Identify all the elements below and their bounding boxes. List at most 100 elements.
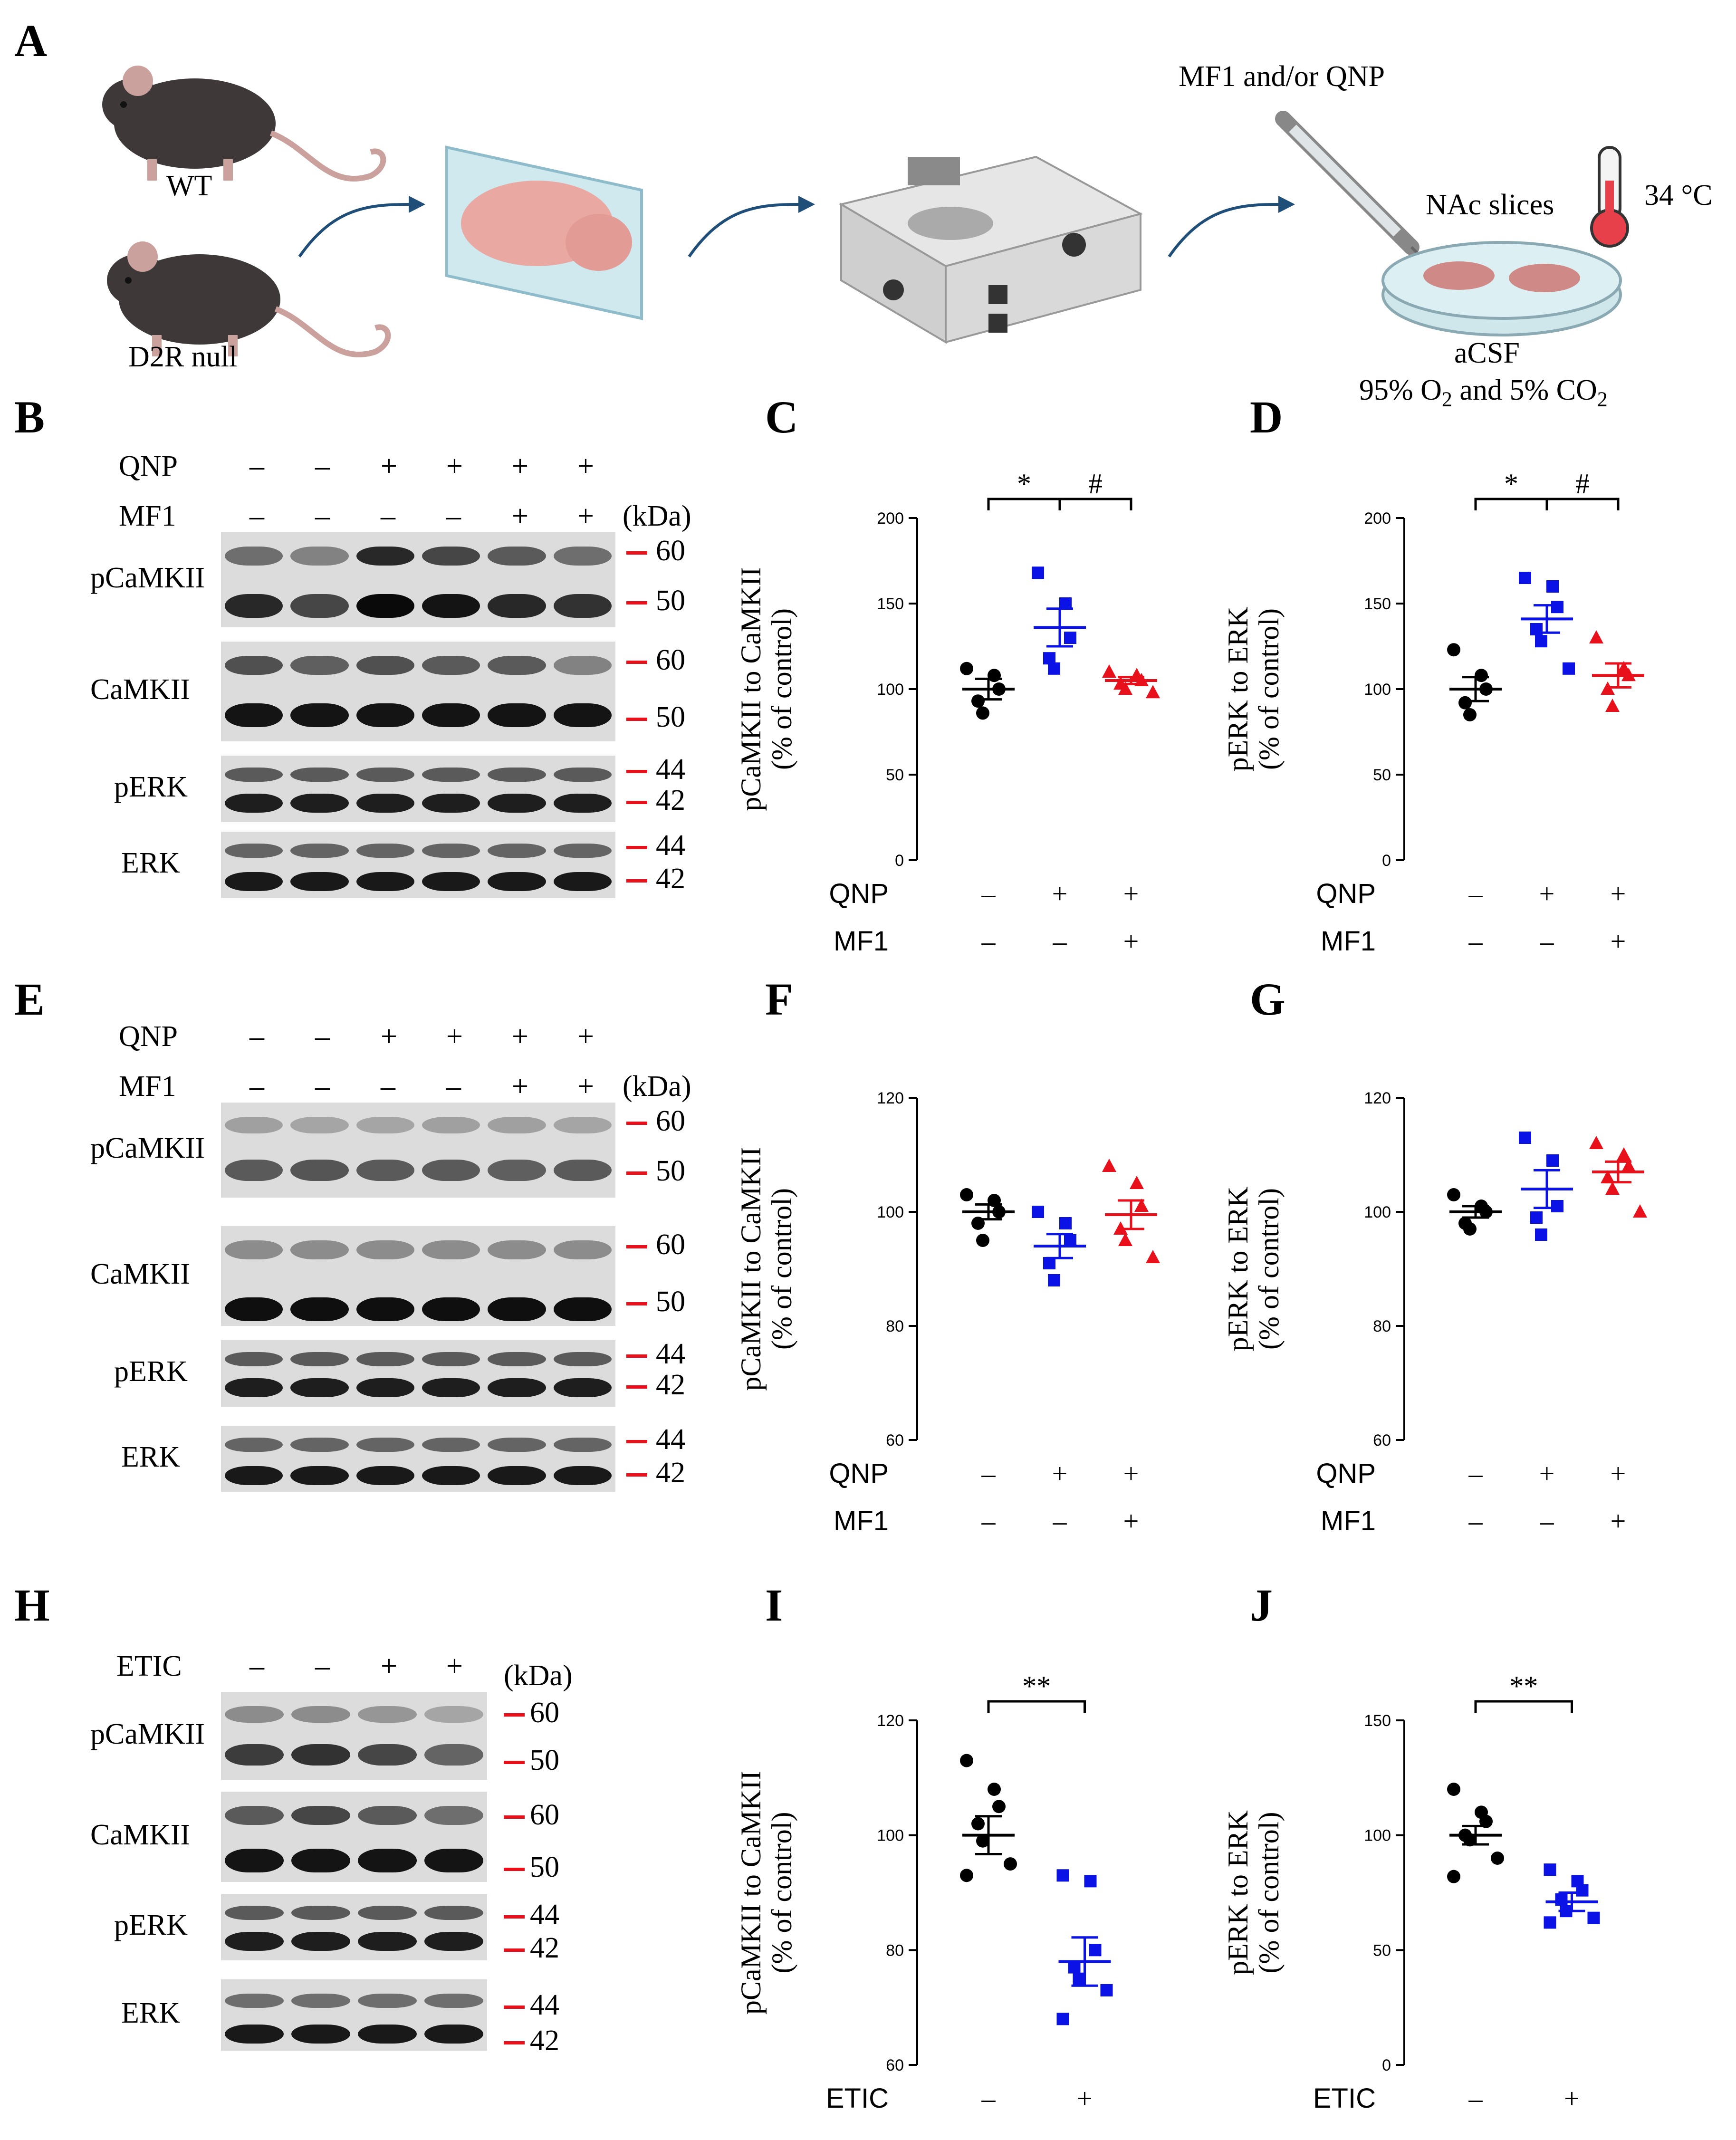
condition-sign: + <box>1077 2083 1093 2114</box>
qnp-row-label: QNP <box>119 450 178 482</box>
blot-band <box>225 547 283 566</box>
blot-band <box>358 1706 417 1723</box>
blot-band <box>356 794 414 813</box>
blot-band <box>290 768 349 782</box>
mw-label: 60 <box>656 1228 685 1261</box>
condition-sign: – <box>315 450 330 482</box>
data-point <box>1605 1181 1620 1195</box>
data-point <box>1621 668 1636 681</box>
blot-band <box>422 1378 480 1397</box>
data-point <box>971 694 985 708</box>
data-point <box>1544 1863 1556 1876</box>
mw-marker-tick <box>626 879 647 883</box>
data-point <box>1073 1972 1085 1985</box>
mw-marker-tick <box>504 1948 525 1952</box>
data-point <box>1576 1884 1589 1897</box>
condition-sign: – <box>1053 1506 1067 1536</box>
blot-band <box>225 594 283 618</box>
panel-label-c: C <box>765 392 798 442</box>
blot-band <box>225 1906 284 1920</box>
y-axis-label: pCaMKII to CaMKII <box>735 1147 767 1391</box>
condition-sign: + <box>1611 1458 1626 1489</box>
data-point <box>1447 1188 1460 1201</box>
blot-band <box>488 844 546 858</box>
y-tick-label: 100 <box>1364 1827 1391 1845</box>
blot-band <box>356 703 414 727</box>
wt-mouse-icon <box>102 66 386 182</box>
mw-marker-tick <box>626 1245 647 1248</box>
y-axis-label-sub: (% of control) <box>1253 1188 1285 1350</box>
gas-text-a: 95% O <box>1359 374 1442 406</box>
blot-row-label: pERK <box>114 771 188 803</box>
condition-sign: – <box>315 1020 330 1053</box>
blot-band <box>488 1160 546 1181</box>
blot-band <box>290 1466 349 1485</box>
blot-band <box>290 1378 349 1397</box>
d2r-null-label: D2R null <box>128 341 238 373</box>
data-point <box>1102 664 1116 678</box>
panel-label-h: H <box>14 1580 50 1631</box>
y-tick-label: 80 <box>886 1317 904 1335</box>
condition-sign: – <box>1540 1506 1554 1536</box>
condition-row-label: MF1 <box>1321 1506 1376 1536</box>
panel-label-f: F <box>765 974 793 1025</box>
blot-band <box>356 1117 414 1133</box>
blot-row-label: ERK <box>121 847 180 879</box>
mw-marker-tick <box>626 661 647 664</box>
condition-sign: – <box>249 1020 264 1053</box>
y-axis-label: pCaMKII to CaMKII <box>735 1771 767 2015</box>
y-tick-label: 150 <box>1364 1712 1391 1730</box>
significance-mark: * <box>1017 468 1031 499</box>
blot-row-label: CaMKII <box>90 1819 191 1851</box>
gas-label: 95% O2 and 5% CO2 <box>1359 375 1608 410</box>
mw-marker-tick <box>626 770 647 773</box>
data-point <box>971 1217 985 1230</box>
data-point <box>1535 635 1547 648</box>
blot-band <box>356 844 414 858</box>
blot-band <box>356 1160 414 1181</box>
condition-sign: – <box>446 500 461 532</box>
y-tick-label: 100 <box>877 681 904 699</box>
condition-sign: – <box>381 500 395 532</box>
data-point <box>1589 630 1603 643</box>
blot-band <box>356 1438 414 1452</box>
data-point <box>960 662 973 675</box>
blot-strip <box>221 642 615 741</box>
significance-bracket <box>1058 498 1132 510</box>
mw-marker-tick <box>626 1122 647 1125</box>
chart-d: 0 50 100 150 200 pERK to ERK (% of control) * # Q… <box>1222 468 1644 957</box>
significance-bracket <box>987 498 1061 510</box>
condition-sign: + <box>1123 1506 1139 1536</box>
blot-band <box>225 1117 283 1133</box>
qnp-row-label: QNP <box>119 1020 178 1053</box>
data-point <box>1563 662 1575 675</box>
data-point <box>960 1754 973 1767</box>
blot-strip <box>221 1692 487 1780</box>
mw-label: 44 <box>530 1899 559 1931</box>
y-tick-label: 150 <box>1364 595 1391 613</box>
mw-label: 42 <box>656 1369 685 1401</box>
data-point <box>1048 1274 1060 1286</box>
y-tick-label: 80 <box>1373 1317 1391 1335</box>
significance-mark: # <box>1575 468 1590 499</box>
condition-sign: + <box>512 500 528 532</box>
mw-label: 60 <box>656 1105 685 1137</box>
blot-band <box>553 1438 612 1452</box>
mw-label: 60 <box>530 1799 559 1831</box>
condition-sign: + <box>1611 878 1626 909</box>
data-point <box>1118 1233 1132 1246</box>
blot-strip <box>221 1340 615 1407</box>
brain-slice-icon <box>445 145 643 320</box>
condition-sign: + <box>577 500 594 532</box>
data-point <box>1447 1783 1460 1796</box>
blot-band <box>553 872 612 891</box>
mw-label: 50 <box>530 1851 559 1883</box>
y-axis-label-sub: (% of control) <box>766 1188 797 1350</box>
mw-marker-tick <box>504 2006 525 2009</box>
blot-band <box>291 1806 350 1825</box>
blot-band <box>356 1466 414 1485</box>
blot-strip <box>221 1103 615 1198</box>
blot-band <box>488 794 546 813</box>
y-tick-label: 100 <box>877 1203 904 1221</box>
blot-band <box>225 844 283 858</box>
